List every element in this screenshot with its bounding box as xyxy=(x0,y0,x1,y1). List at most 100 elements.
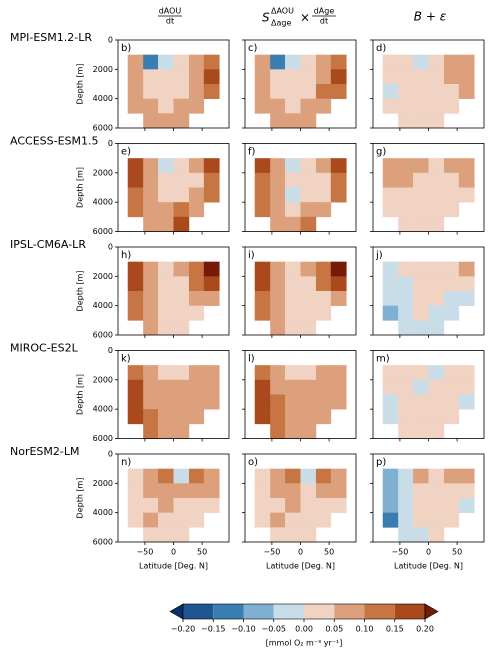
cell xyxy=(285,394,301,410)
cell xyxy=(413,379,429,395)
cell xyxy=(254,365,271,381)
cell xyxy=(173,276,190,292)
panel-label: p) xyxy=(376,457,386,468)
cell xyxy=(300,113,317,129)
cell xyxy=(413,512,429,528)
cell xyxy=(398,305,414,321)
cell xyxy=(254,409,271,425)
cell xyxy=(398,379,414,395)
cell xyxy=(270,202,286,218)
y-axis-label: Depth [m] xyxy=(76,167,85,208)
cell xyxy=(173,84,190,99)
cell xyxy=(285,276,301,292)
cell xyxy=(143,512,159,528)
cell xyxy=(382,276,399,292)
cell xyxy=(143,172,159,188)
cell xyxy=(127,202,144,218)
cell xyxy=(398,69,414,85)
x-tick-label: −50 xyxy=(263,548,280,557)
cell xyxy=(315,54,332,70)
cell xyxy=(382,468,399,484)
cell xyxy=(127,69,144,85)
colorbar-extend xyxy=(169,603,184,620)
cell xyxy=(270,320,286,336)
cell xyxy=(428,498,445,513)
cell xyxy=(398,320,414,336)
cell xyxy=(127,394,144,410)
cell xyxy=(173,468,190,484)
cell xyxy=(143,54,159,70)
cell xyxy=(443,483,460,499)
cell xyxy=(458,172,475,188)
cell xyxy=(443,98,460,114)
cell xyxy=(428,54,445,70)
cell xyxy=(443,158,460,174)
cell xyxy=(300,158,317,174)
cell xyxy=(203,365,220,381)
cell xyxy=(203,291,220,306)
cell xyxy=(330,365,347,381)
cell xyxy=(158,261,174,277)
cell xyxy=(270,69,286,85)
cell xyxy=(158,291,174,306)
cell xyxy=(413,202,429,218)
cell xyxy=(300,54,317,70)
cell xyxy=(382,158,399,174)
cell xyxy=(300,320,317,336)
cell xyxy=(158,54,174,70)
cell xyxy=(188,394,205,410)
cell xyxy=(188,172,205,188)
cell xyxy=(173,423,190,439)
cell xyxy=(413,305,429,321)
colorbar-tick-label: −0.20 xyxy=(171,625,196,634)
header-text: B + ε xyxy=(414,10,447,24)
cell xyxy=(203,468,220,484)
y-axis-label: Depth [m] xyxy=(76,478,85,519)
cell xyxy=(428,527,445,543)
cell xyxy=(158,379,174,395)
cell xyxy=(413,172,429,188)
cell xyxy=(203,261,220,277)
cell xyxy=(382,98,399,114)
cell xyxy=(382,305,399,321)
cell xyxy=(285,261,301,277)
panel-label: e) xyxy=(121,147,131,158)
header-den: dt xyxy=(166,17,174,26)
cell xyxy=(300,379,317,395)
y-tick-label: 2000 xyxy=(93,272,113,281)
cell xyxy=(458,394,475,410)
cell xyxy=(315,158,332,174)
cell xyxy=(443,409,460,425)
cell xyxy=(143,379,159,395)
cell xyxy=(173,483,190,499)
cell xyxy=(173,98,190,114)
cell xyxy=(254,468,271,484)
y-axis-label: Depth [m] xyxy=(76,271,85,312)
x-axis-label: Latitude [Deg. N] xyxy=(266,562,335,571)
cell xyxy=(127,54,144,70)
cell xyxy=(173,291,190,306)
cell xyxy=(188,54,205,70)
cell xyxy=(158,409,174,425)
cell xyxy=(270,527,286,543)
cell xyxy=(428,468,445,484)
cell xyxy=(270,158,286,174)
cell xyxy=(443,291,460,306)
cell xyxy=(330,379,347,395)
cell xyxy=(315,98,332,114)
cell xyxy=(173,216,190,232)
cell xyxy=(285,158,301,174)
header-num: dAge xyxy=(314,7,335,16)
cell xyxy=(300,527,317,543)
cell xyxy=(203,172,220,188)
cell xyxy=(143,69,159,85)
cell xyxy=(127,483,144,499)
cell xyxy=(285,498,301,513)
cell xyxy=(458,483,475,499)
cell xyxy=(173,158,190,174)
cell xyxy=(285,379,301,395)
cell xyxy=(413,216,429,232)
panel-label: k) xyxy=(121,354,131,365)
cell xyxy=(127,305,144,321)
cell xyxy=(382,483,399,499)
